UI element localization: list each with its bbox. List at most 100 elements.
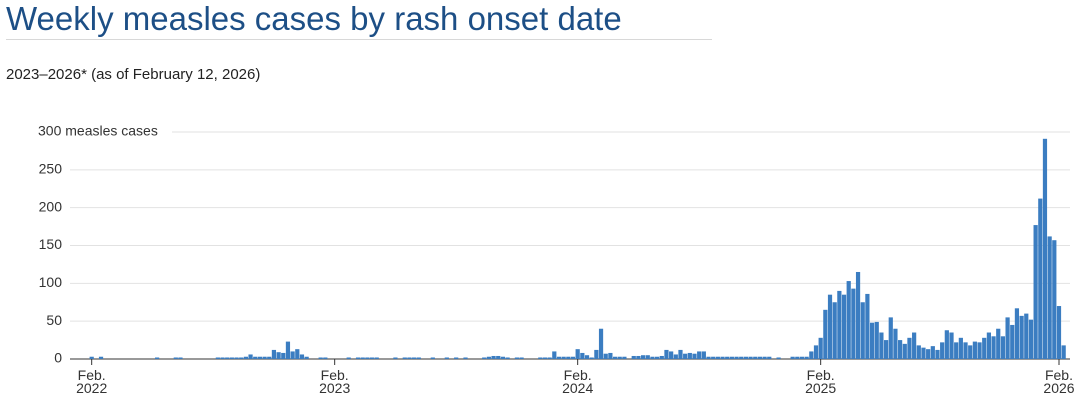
bar: [940, 342, 945, 359]
bar: [318, 357, 323, 359]
bar: [715, 356, 720, 359]
bar: [664, 349, 669, 359]
bar: [851, 288, 856, 359]
bar: [598, 328, 604, 359]
bar: [257, 356, 263, 359]
bar: [982, 337, 987, 359]
y-tick-label: 50: [46, 312, 62, 328]
bar: [963, 342, 968, 359]
y-tick-label: 200: [39, 198, 63, 214]
y-tick-label: 150: [39, 236, 63, 252]
bar: [954, 342, 959, 359]
bar: [972, 341, 977, 359]
bar: [594, 349, 599, 359]
bar: [916, 345, 921, 359]
bar: [1056, 306, 1062, 359]
bar: [514, 357, 520, 359]
bar: [234, 357, 239, 359]
bar: [888, 317, 893, 359]
x-tick-label: Feb. 2024: [562, 367, 594, 396]
bar: [248, 354, 253, 359]
bar: [1024, 313, 1029, 359]
bar: [832, 302, 837, 359]
bar: [215, 357, 220, 359]
bar: [229, 357, 234, 359]
bar: [323, 357, 328, 359]
bar: [547, 357, 552, 359]
bar: [393, 357, 398, 359]
bar: [804, 356, 809, 359]
bar: [767, 356, 772, 359]
bar: [281, 352, 286, 359]
bar: [369, 357, 375, 359]
bar: [346, 357, 351, 359]
bar: [669, 351, 674, 359]
bar: [706, 356, 711, 359]
bar: [968, 345, 973, 359]
bar: [743, 356, 749, 359]
bar: [869, 322, 875, 359]
bar: [374, 357, 379, 359]
bar: [589, 357, 594, 359]
bar: [295, 349, 300, 359]
bar: [818, 337, 823, 359]
bar: [1014, 308, 1020, 359]
bar: [454, 357, 459, 359]
bar: [360, 357, 365, 359]
bar: [1047, 236, 1052, 359]
bar: [753, 356, 758, 359]
x-tick-label: Feb. 2023: [319, 367, 351, 396]
x-tick-label: Feb. 2026: [1043, 367, 1075, 396]
bar: [173, 357, 178, 359]
bar: [486, 356, 491, 359]
bar: [262, 356, 267, 359]
bar: [673, 354, 678, 359]
bar: [813, 345, 819, 359]
bar: [720, 356, 725, 359]
bar: [879, 332, 884, 359]
bar: [935, 349, 940, 359]
bar: [640, 355, 646, 359]
bar: [823, 309, 828, 359]
bar: [542, 357, 548, 359]
bar: [538, 357, 543, 359]
bar: [603, 353, 608, 359]
bar: [290, 351, 295, 359]
bar: [1042, 138, 1048, 359]
bar: [725, 356, 730, 359]
bar: [220, 357, 225, 359]
bar: [865, 293, 870, 359]
bar: [580, 352, 585, 359]
bar: [239, 357, 244, 359]
title-rule: [6, 39, 712, 40]
bar: [799, 356, 805, 359]
bar: [491, 355, 496, 359]
bar: [986, 332, 991, 359]
bar: [902, 343, 907, 359]
bar: [416, 357, 421, 359]
bar: [1061, 345, 1066, 359]
bar: [790, 356, 795, 359]
bar: [304, 356, 309, 359]
bar: [444, 357, 449, 359]
bar: [365, 357, 370, 359]
bar: [762, 356, 767, 359]
bar: [912, 332, 917, 359]
bar: [98, 356, 104, 359]
bar: [253, 356, 258, 359]
bar: [552, 351, 557, 359]
bar: [907, 337, 912, 359]
bar: [977, 342, 982, 359]
bar: [561, 356, 566, 359]
bar: [837, 290, 842, 359]
bar: [683, 353, 688, 359]
bar: [285, 341, 291, 359]
bar: [739, 356, 744, 359]
bar: [692, 353, 697, 359]
bar: [687, 352, 692, 359]
bar: [1005, 317, 1010, 359]
bar: [584, 355, 590, 359]
bar: [650, 356, 655, 359]
